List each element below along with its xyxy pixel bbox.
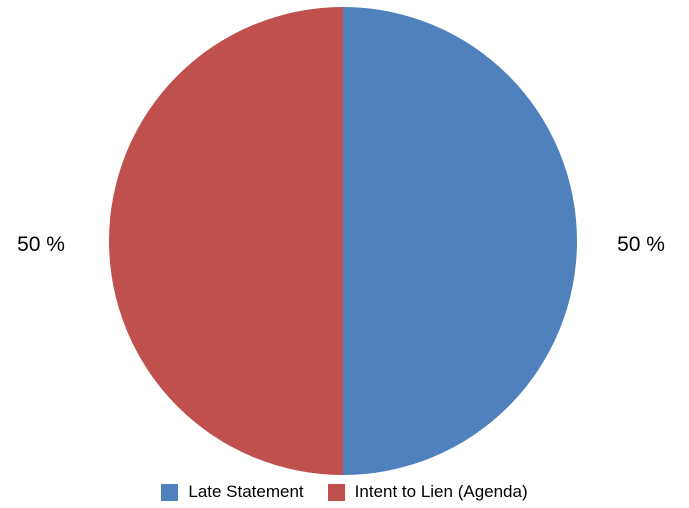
legend-label-late-statement: Late Statement [188, 482, 304, 501]
data-label-late-statement: 50 % [617, 233, 665, 256]
pie-slice-intent-to-lien-agenda [109, 7, 343, 475]
legend-item-late-statement: Late Statement [161, 482, 304, 502]
data-label-intent-to-lien-agenda: 50 % [17, 233, 65, 256]
chart-legend: Late Statement Intent to Lien (Agenda) [0, 482, 689, 502]
pie-slice-late-statement [343, 7, 577, 475]
legend-label-intent-to-lien: Intent to Lien (Agenda) [354, 482, 528, 501]
legend-item-intent-to-lien: Intent to Lien (Agenda) [327, 482, 528, 502]
legend-swatch-late-statement [161, 483, 179, 501]
legend-swatch-intent-to-lien [327, 483, 345, 501]
